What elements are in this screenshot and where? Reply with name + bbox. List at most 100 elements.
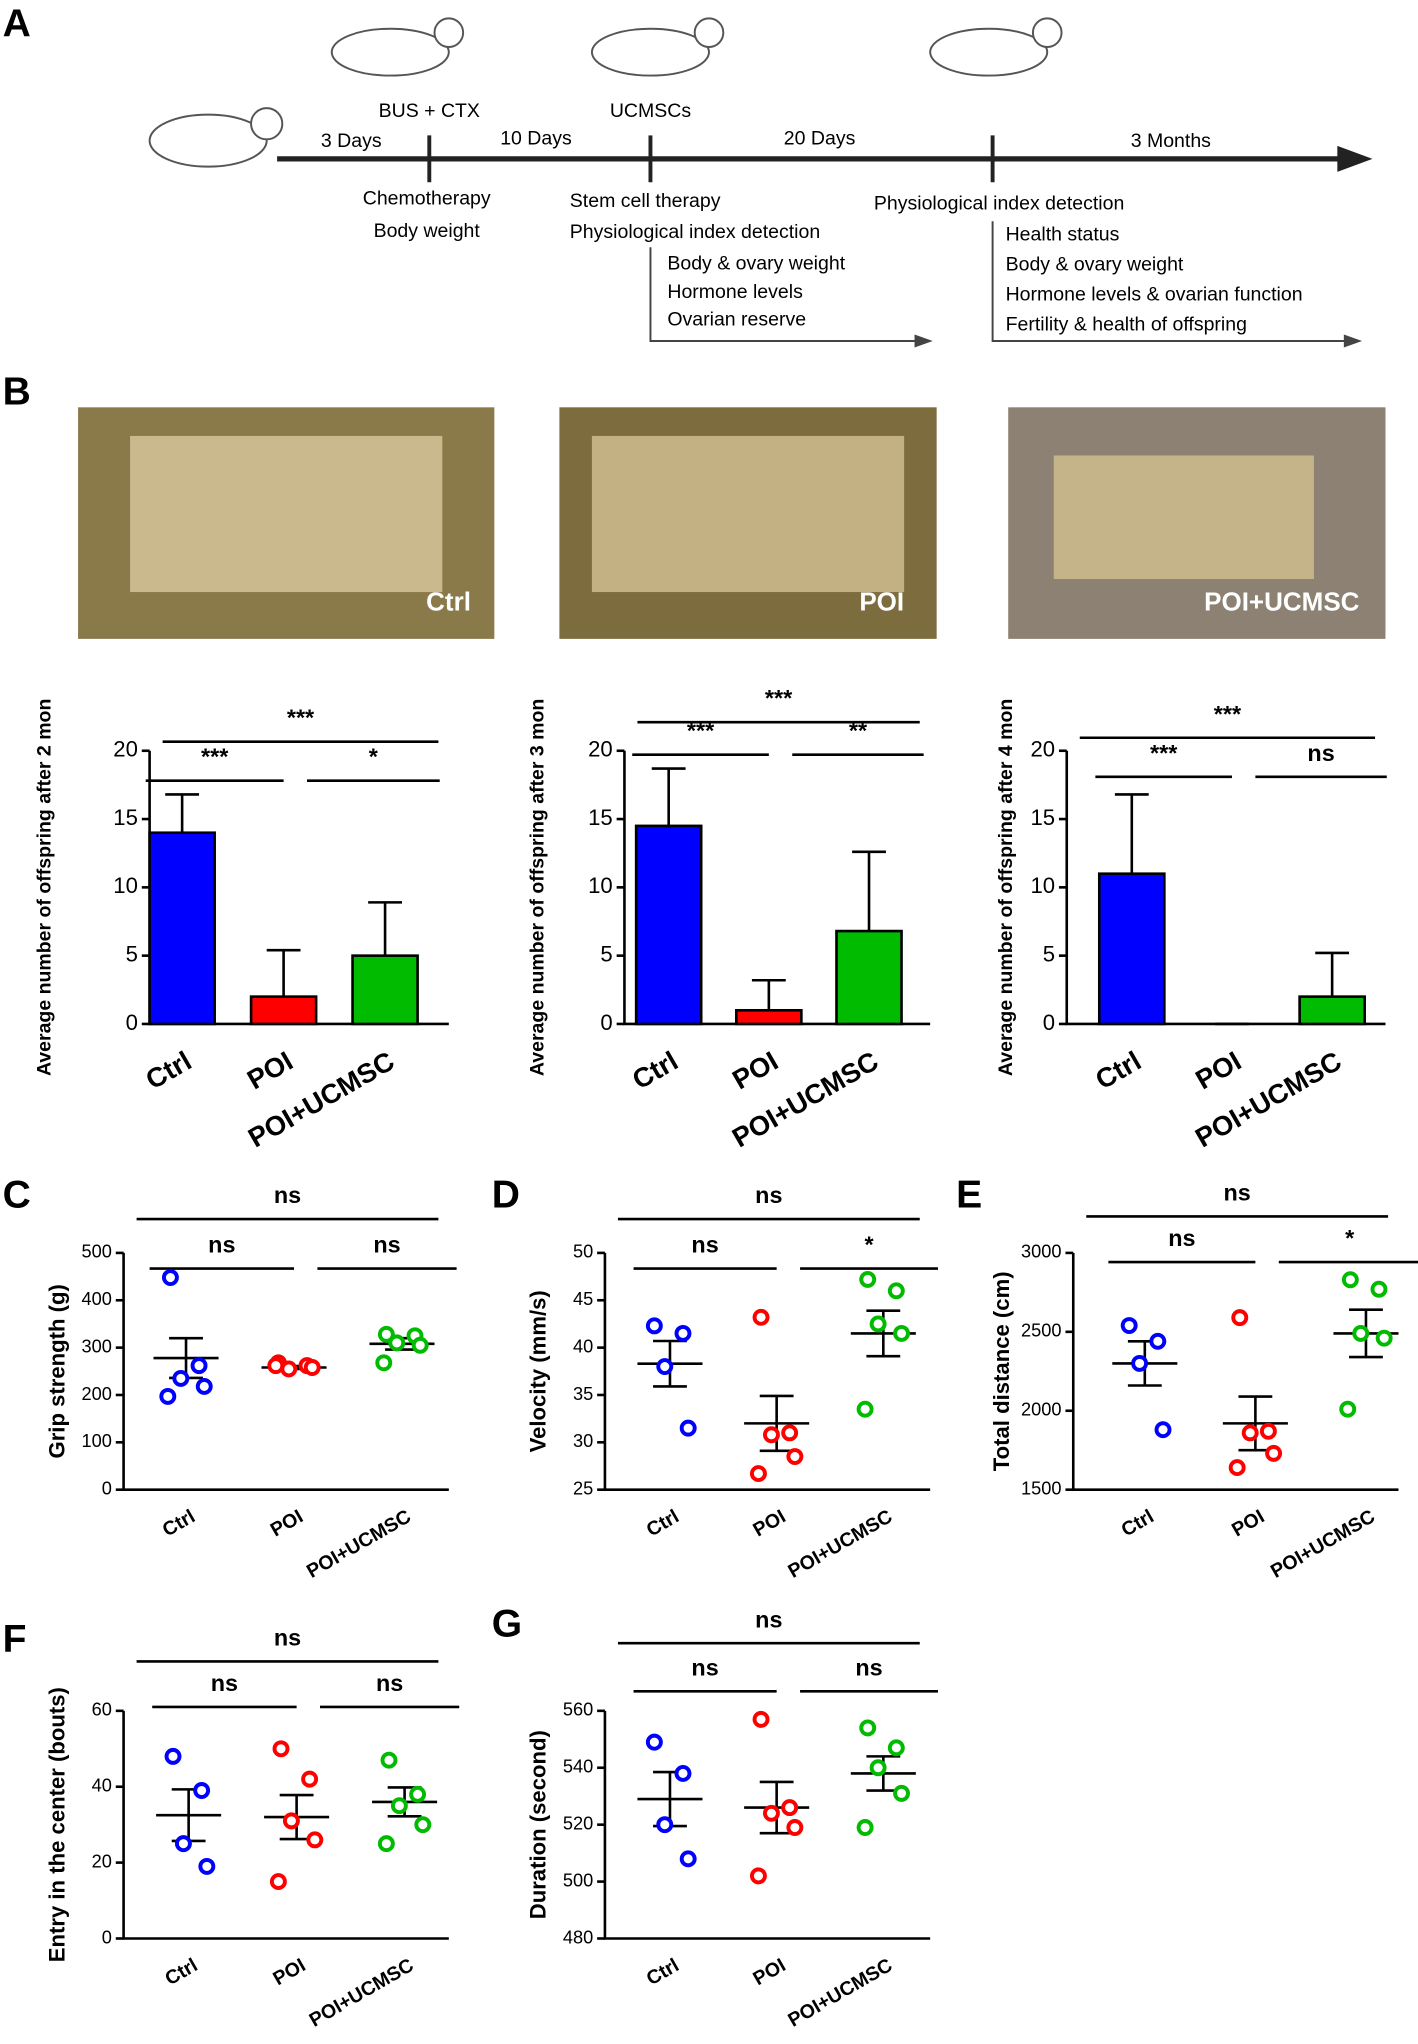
- significance-label: ns: [691, 1232, 718, 1258]
- x-tick-label: Ctrl: [1118, 1505, 1158, 1541]
- data-point: [1259, 1422, 1277, 1440]
- data-point: [1341, 1271, 1359, 1289]
- y-tick-label: 300: [82, 1336, 112, 1356]
- y-axis-label: Duration (second): [526, 1730, 551, 1919]
- data-point: [786, 1448, 804, 1465]
- y-tick-label: 20: [113, 737, 138, 762]
- x-tick-label: Ctrl: [627, 1045, 683, 1095]
- y-tick-label: 3000: [1021, 1242, 1062, 1262]
- panel-label: A: [3, 2, 31, 45]
- axes: [603, 1710, 931, 1940]
- interval-label: 10 Days: [500, 127, 572, 149]
- y-axis-label: Average number of offspring after 4 mon: [995, 699, 1017, 1076]
- significance-label: ns: [755, 1182, 782, 1208]
- x-tick-label: POI+UCMSC: [784, 1505, 896, 1582]
- data-point: [164, 1747, 182, 1765]
- data-point: [656, 1816, 674, 1834]
- photo: Ctrl: [78, 407, 495, 639]
- significance-label: ***: [765, 685, 793, 711]
- data-point: [762, 1804, 780, 1822]
- data-point: [859, 1270, 877, 1288]
- photo: POI+UCMSC: [1008, 407, 1386, 639]
- significance-label: ***: [201, 744, 229, 770]
- panel-label: B: [3, 371, 31, 414]
- error-bar: [651, 767, 686, 826]
- significance-label: *: [864, 1232, 874, 1258]
- y-tick-label: 10: [113, 873, 138, 898]
- error-bar: [266, 948, 301, 997]
- data-point: [856, 1400, 874, 1418]
- y-tick-label: 15: [113, 805, 138, 830]
- stage-item: Body & ovary weight: [667, 252, 845, 274]
- y-tick-label: 2500: [1021, 1321, 1062, 1341]
- x-tick-label: POI: [727, 1045, 783, 1095]
- data-point: [1131, 1354, 1149, 1372]
- charts: 0 5 10 15 20 Average number of offspring afte…: [34, 685, 1418, 2032]
- x-tick-label: Ctrl: [643, 1505, 683, 1541]
- data-point: [375, 1354, 393, 1372]
- x-tick-label: POI: [749, 1954, 789, 1990]
- x-tick-label: POI: [749, 1505, 789, 1541]
- timeline-ticks: [427, 135, 995, 183]
- data-point: [786, 1819, 804, 1836]
- bar: [249, 995, 318, 1026]
- y-tick-label: 30: [573, 1431, 593, 1451]
- data-point: [1241, 1424, 1259, 1442]
- data-point: [1231, 1309, 1249, 1327]
- error-bar: [1315, 951, 1350, 997]
- error-bar: [852, 850, 886, 932]
- data-point: [887, 1739, 905, 1757]
- data-point: [272, 1740, 290, 1758]
- y-tick-label: 520: [563, 1813, 593, 1833]
- x-tick-label: Ctrl: [643, 1954, 683, 1990]
- y-tick-label: 2000: [1021, 1400, 1062, 1420]
- x-tick-label: POI: [242, 1045, 298, 1095]
- panel-label: E: [956, 1173, 982, 1216]
- significance-label: *: [1345, 1225, 1355, 1251]
- data-point: [656, 1358, 674, 1376]
- data-point: [887, 1282, 905, 1300]
- y-tick-label: 5: [1043, 941, 1055, 966]
- significance-label: ***: [1150, 740, 1178, 766]
- x-tick-label: Ctrl: [159, 1505, 199, 1541]
- x-tick-label: POI: [267, 1505, 307, 1541]
- bar: [148, 831, 216, 1026]
- data-point: [193, 1782, 211, 1799]
- error-bar: [368, 901, 402, 956]
- data-point: [390, 1797, 408, 1815]
- y-tick-label: 500: [82, 1242, 112, 1262]
- significance-label: ns: [208, 1232, 235, 1258]
- data-point: [159, 1387, 177, 1405]
- data-point: [781, 1424, 799, 1442]
- event-label: UCMSCs: [610, 100, 691, 122]
- significance-label: ns: [373, 1232, 400, 1258]
- data-point: [301, 1770, 319, 1788]
- y-tick-label: 25: [573, 1478, 593, 1498]
- y-tick-label: 20: [1030, 737, 1055, 762]
- data-point: [749, 1465, 767, 1483]
- x-tick-label: POI+UCMSC: [784, 1954, 896, 2031]
- x-tick-label: POI: [269, 1954, 309, 1990]
- y-tick-label: 480: [563, 1927, 593, 1947]
- axes: [603, 1252, 931, 1491]
- y-tick-label: 45: [573, 1289, 593, 1309]
- x-tick-label: Ctrl: [161, 1954, 201, 1990]
- stage-item: Body & ovary weight: [1006, 254, 1184, 276]
- data-point: [1370, 1280, 1388, 1298]
- event-label: BUS + CTX: [379, 100, 480, 122]
- interval-label: 3 Days: [321, 130, 382, 152]
- interval-label: 3 Months: [1131, 130, 1211, 152]
- y-axis-label: Total distance (cm): [989, 1271, 1014, 1471]
- stage-item: Ovarian reserve: [667, 308, 806, 330]
- data-point: [190, 1357, 208, 1375]
- error-bar: [751, 978, 786, 1011]
- x-tick-label: POI+UCMSC: [303, 1505, 415, 1582]
- data-point: [859, 1719, 877, 1737]
- data-point: [282, 1812, 300, 1830]
- stage-label: Stem cell therapy: [570, 190, 721, 212]
- y-tick-label: 10: [588, 873, 613, 898]
- bar: [1097, 872, 1166, 1026]
- data-point: [645, 1733, 663, 1751]
- data-point: [195, 1377, 213, 1395]
- interval-label: 20 Days: [784, 127, 856, 149]
